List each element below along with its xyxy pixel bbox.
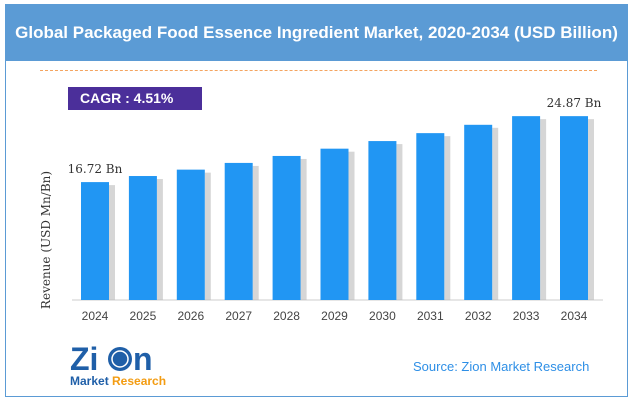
x-tick-label: 2030 (369, 309, 396, 323)
bar-2024 (81, 182, 109, 300)
divider (40, 70, 597, 71)
bar-2027 (224, 162, 253, 300)
bar-2033 (512, 116, 541, 301)
bar-shadow (156, 179, 163, 300)
x-tick-label: 2032 (465, 309, 492, 323)
bar-shadow (396, 144, 403, 300)
x-tick-label: 2033 (513, 309, 540, 323)
bar-2034 (560, 116, 588, 301)
bar-2026 (176, 169, 205, 300)
source-note: Source: Zion Market Research (413, 359, 590, 374)
x-tick-label: 2024 (82, 309, 109, 323)
x-tick-label: 2025 (130, 309, 157, 323)
x-tick-label: 2028 (273, 309, 300, 323)
x-tick-label: 2026 (177, 309, 204, 323)
svg-text:Market: Market (70, 374, 109, 388)
svg-text:Research: Research (112, 374, 166, 388)
chart-title: Global Packaged Food Essence Ingredient … (5, 4, 628, 61)
svg-text:n: n (133, 341, 153, 377)
bar-shadow (444, 136, 451, 300)
bar-2031 (416, 133, 445, 300)
x-tick-label: 2029 (321, 309, 348, 323)
bar-shadow (204, 172, 211, 300)
svg-text:Zi: Zi (70, 341, 98, 377)
bar-2025 (128, 176, 157, 300)
bar-2032 (464, 124, 493, 300)
bar-2028 (272, 155, 301, 300)
bar-2030 (368, 141, 397, 300)
data-label: 24.87 Bn (547, 96, 602, 110)
bar-2029 (320, 148, 349, 300)
bar-shadow (588, 119, 594, 301)
x-tick-label: 2031 (417, 309, 444, 323)
bar-shadow (348, 151, 355, 300)
bar-shadow (540, 119, 547, 301)
bar-shadow (300, 158, 307, 300)
data-label: 16.72 Bn (68, 162, 123, 176)
cagr-badge: CAGR : 4.51% (68, 87, 202, 110)
bar-shadow (109, 185, 115, 300)
bar-shadow (492, 127, 499, 300)
x-tick-label: 2027 (225, 309, 252, 323)
bar-shadow (252, 165, 259, 300)
zion-logo: Zi n Market Research (70, 340, 180, 395)
x-tick-label: 2034 (561, 309, 588, 323)
